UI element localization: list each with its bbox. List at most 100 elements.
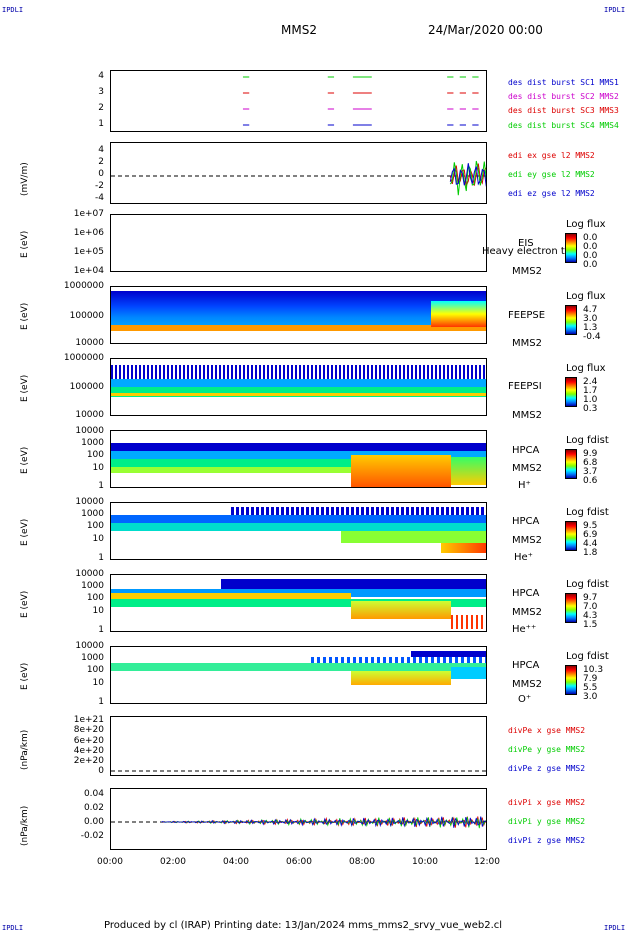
heplus-tick: 10 bbox=[92, 534, 104, 544]
burst-legend-mms3: des dist burst SC3 MMS3 bbox=[508, 106, 619, 115]
eis-colorbar-title: Log flux bbox=[566, 219, 606, 230]
divpi-tick: -0.02 bbox=[80, 831, 104, 841]
divpe-tick: 4e+20 bbox=[73, 746, 104, 756]
divpi-series-line bbox=[161, 816, 486, 828]
hplus-colorbar bbox=[565, 449, 577, 479]
heplus-colorbar-label: 9.5 bbox=[583, 521, 598, 531]
eis-tick: 1e+06 bbox=[73, 228, 104, 238]
heplus-name: HPCA bbox=[512, 516, 540, 527]
divpe-tick: 6e+20 bbox=[73, 736, 104, 746]
edi-tick: 4 bbox=[98, 145, 104, 155]
hplus-tick: 10 bbox=[92, 463, 104, 473]
heplus-ylabel: E (eV) bbox=[20, 518, 30, 546]
eis-colorbar-label: 0.0 bbox=[583, 233, 598, 243]
eis-colorbar-label: 0.0 bbox=[583, 260, 598, 270]
eis-tick: 1e+07 bbox=[73, 209, 104, 219]
hplus-tick: 10000 bbox=[75, 426, 104, 436]
oplus-colorbar bbox=[565, 665, 577, 695]
hplus-colorbar-title: Log fdist bbox=[566, 435, 609, 446]
divpi-tick: 0.00 bbox=[83, 817, 104, 827]
oplus-tick: 10000 bbox=[75, 641, 104, 651]
oplus-colorbar-title: Log fdist bbox=[566, 651, 609, 662]
feepsi-spacecraft: MMS2 bbox=[512, 410, 542, 421]
divpi-legend-x: divPi x gse MMS2 bbox=[508, 798, 586, 807]
eis-colorbar-label: 0.0 bbox=[583, 242, 598, 252]
heplus-species: He⁺ bbox=[514, 552, 533, 563]
heplus-spacecraft: MMS2 bbox=[512, 535, 542, 546]
divpe-tick: 8e+20 bbox=[73, 725, 104, 735]
eis-tick: 1e+05 bbox=[73, 247, 104, 257]
corner-label-bottom-right: IPDLI bbox=[604, 924, 626, 932]
feepse-name: FEEPSE bbox=[508, 310, 546, 321]
feepse-colorbar-label: 1.3 bbox=[583, 323, 598, 333]
feepsi-ylabel: E (eV) bbox=[20, 374, 30, 402]
hplus-colorbar-label: 0.6 bbox=[583, 476, 598, 486]
feepse-colorbar-label: 4.7 bbox=[583, 305, 598, 315]
divpe-tick: 1e+21 bbox=[73, 715, 104, 725]
hplus-colorbar-label: 3.7 bbox=[583, 467, 598, 477]
heplus-colorbar-label: 6.9 bbox=[583, 530, 598, 540]
x-tick-label: 10:00 bbox=[412, 857, 438, 867]
feepse-tick: 100000 bbox=[69, 311, 104, 321]
eis-name: EIS bbox=[518, 238, 534, 249]
oplus-panel bbox=[110, 646, 487, 704]
x-tick-label: 12:00 bbox=[474, 857, 500, 867]
divpi-tick: 0.02 bbox=[83, 803, 104, 813]
oplus-spacecraft: MMS2 bbox=[512, 679, 542, 690]
eis-spacecraft: MMS2 bbox=[512, 266, 542, 277]
divpe-tick: 0 bbox=[98, 766, 104, 776]
feepsi-colorbar-label: 2.4 bbox=[583, 377, 598, 387]
hplus-spacecraft: MMS2 bbox=[512, 463, 542, 474]
eis-ylabel: E (eV) bbox=[20, 230, 30, 258]
heplus-tick: 1000 bbox=[81, 509, 104, 519]
x-tick-label: 06:00 bbox=[286, 857, 312, 867]
heplus-tick: 1 bbox=[98, 553, 104, 563]
divpe-tick: 2e+20 bbox=[73, 756, 104, 766]
feepse-spacecraft: MMS2 bbox=[512, 338, 542, 349]
feepse-panel bbox=[110, 286, 487, 344]
footer-credits: Produced by cl (IRAP) Printing date: 13/… bbox=[104, 920, 503, 931]
edi-tick: 2 bbox=[98, 157, 104, 167]
heplus-tick: 10000 bbox=[75, 497, 104, 507]
edi-legend-z: edi ez gse l2 MMS2 bbox=[508, 189, 595, 198]
hepp-tick: 1 bbox=[98, 625, 104, 635]
x-tick-label: 08:00 bbox=[349, 857, 375, 867]
divpe-legend-y: divPe y gse MMS2 bbox=[508, 745, 586, 754]
oplus-colorbar-label: 7.9 bbox=[583, 674, 598, 684]
burst-tick: 4 bbox=[98, 71, 104, 81]
feepsi-panel bbox=[110, 358, 487, 416]
hepp-tick: 10 bbox=[92, 606, 104, 616]
burst-tick: 2 bbox=[98, 103, 104, 113]
divpe-legend-z: divPe z gse MMS2 bbox=[508, 764, 586, 773]
hplus-tick: 1 bbox=[98, 481, 104, 491]
oplus-ylabel: E (eV) bbox=[20, 662, 30, 690]
feepse-tick: 1000000 bbox=[63, 281, 104, 291]
burst-legend-mms1: des dist burst SC1 MMS1 bbox=[508, 78, 619, 87]
burst-plot bbox=[242, 76, 479, 126]
feepsi-tick: 100000 bbox=[69, 382, 104, 392]
hepp-tick: 100 bbox=[86, 593, 104, 603]
feepse-ylabel: E (eV) bbox=[20, 302, 30, 330]
feepsi-colorbar-title: Log flux bbox=[566, 363, 606, 374]
hepp-colorbar-title: Log fdist bbox=[566, 579, 609, 590]
hplus-ylabel: E (eV) bbox=[20, 446, 30, 474]
eis-overlay-text: Heavy electron to bbox=[482, 246, 571, 257]
x-tick-label: 02:00 bbox=[160, 857, 186, 867]
hepp-tick: 1000 bbox=[81, 581, 104, 591]
hepp-name: HPCA bbox=[512, 588, 540, 599]
burst-tick: 3 bbox=[98, 87, 104, 97]
hepp-colorbar-label: 7.0 bbox=[583, 602, 598, 612]
feepsi-tick: 1000000 bbox=[63, 353, 104, 363]
oplus-tick: 100 bbox=[86, 665, 104, 675]
feepse-tick: 10000 bbox=[75, 338, 104, 348]
feepse-colorbar-label: 3.0 bbox=[583, 314, 598, 324]
datetime-title: 24/Mar/2020 00:00 bbox=[428, 23, 543, 37]
edi-legend-x: edi ex gse l2 MMS2 bbox=[508, 151, 595, 160]
eis-colorbar bbox=[565, 233, 577, 263]
divpe-ylabel: (nPa/km) bbox=[20, 729, 30, 770]
oplus-colorbar-label: 5.5 bbox=[583, 683, 598, 693]
divpi-legend-z: divPi z gse MMS2 bbox=[508, 836, 586, 845]
oplus-colorbar-label: 3.0 bbox=[583, 692, 598, 702]
hplus-colorbar-label: 9.9 bbox=[583, 449, 598, 459]
oplus-name: HPCA bbox=[512, 660, 540, 671]
